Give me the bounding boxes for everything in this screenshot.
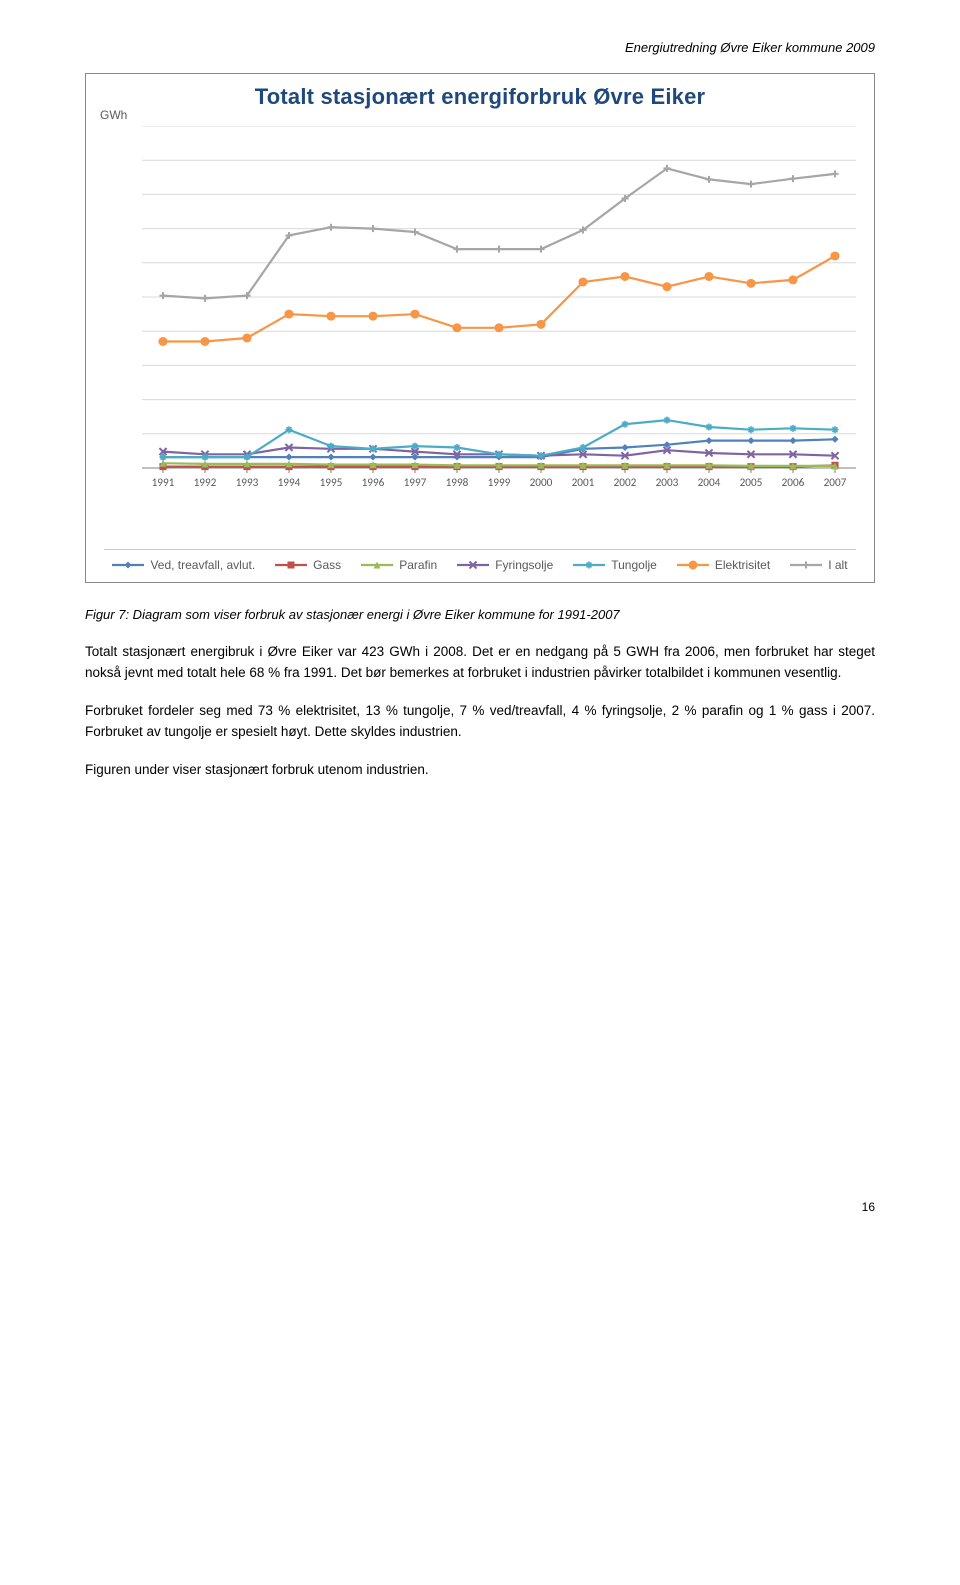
legend-label: Tungolje bbox=[611, 558, 657, 572]
svg-text:1991: 1991 bbox=[152, 475, 175, 489]
legend-item: Tungolje bbox=[573, 558, 657, 572]
svg-text:2005: 2005 bbox=[740, 475, 763, 489]
legend-item: Ved, treavfall, avlut. bbox=[112, 558, 255, 572]
legend-item: Fyringsolje bbox=[457, 558, 553, 572]
paragraph-1: Totalt stasjonært energibruk i Øvre Eike… bbox=[85, 641, 875, 684]
chart-ylabel: GWh bbox=[100, 108, 127, 122]
svg-text:1994: 1994 bbox=[278, 475, 301, 489]
page-number: 16 bbox=[85, 1200, 875, 1214]
svg-text:1998: 1998 bbox=[446, 475, 469, 489]
legend-label: Ved, treavfall, avlut. bbox=[150, 558, 255, 572]
figure-caption: Figur 7: Diagram som viser forbruk av st… bbox=[85, 605, 875, 625]
svg-text:1996: 1996 bbox=[362, 475, 385, 489]
legend-label: Gass bbox=[313, 558, 341, 572]
svg-text:1995: 1995 bbox=[320, 475, 343, 489]
chart-legend: Ved, treavfall, avlut. Gass Parafin Fyrings… bbox=[104, 549, 856, 572]
legend-item: I alt bbox=[790, 558, 847, 572]
svg-text:2001: 2001 bbox=[572, 475, 595, 489]
svg-text:1992: 1992 bbox=[194, 475, 217, 489]
chart-plot-area: 0501001502002503003504004505001991199219… bbox=[142, 126, 856, 496]
legend-item: Parafin bbox=[361, 558, 437, 572]
paragraph-2: Forbruket fordeler seg med 73 % elektris… bbox=[85, 700, 875, 743]
legend-label: I alt bbox=[828, 558, 847, 572]
svg-text:2003: 2003 bbox=[656, 475, 679, 489]
svg-text:2007: 2007 bbox=[824, 475, 847, 489]
legend-item: Elektrisitet bbox=[677, 558, 770, 572]
paragraph-3: Figuren under viser stasjonært forbruk u… bbox=[85, 759, 875, 781]
svg-text:2006: 2006 bbox=[782, 475, 805, 489]
svg-text:2004: 2004 bbox=[698, 475, 721, 489]
legend-label: Fyringsolje bbox=[495, 558, 553, 572]
body-text: Totalt stasjonært energibruk i Øvre Eike… bbox=[85, 641, 875, 781]
svg-text:1993: 1993 bbox=[236, 475, 259, 489]
legend-item: Gass bbox=[275, 558, 341, 572]
svg-text:2002: 2002 bbox=[614, 475, 637, 489]
energy-chart: Totalt stasjonært energiforbruk Øvre Eik… bbox=[85, 73, 875, 583]
legend-label: Parafin bbox=[399, 558, 437, 572]
svg-text:2000: 2000 bbox=[530, 475, 553, 489]
svg-text:1999: 1999 bbox=[488, 475, 511, 489]
chart-title: Totalt stasjonært energiforbruk Øvre Eik… bbox=[96, 84, 864, 110]
legend-label: Elektrisitet bbox=[715, 558, 770, 572]
document-header: Energiutredning Øvre Eiker kommune 2009 bbox=[85, 40, 875, 55]
svg-text:1997: 1997 bbox=[404, 475, 427, 489]
